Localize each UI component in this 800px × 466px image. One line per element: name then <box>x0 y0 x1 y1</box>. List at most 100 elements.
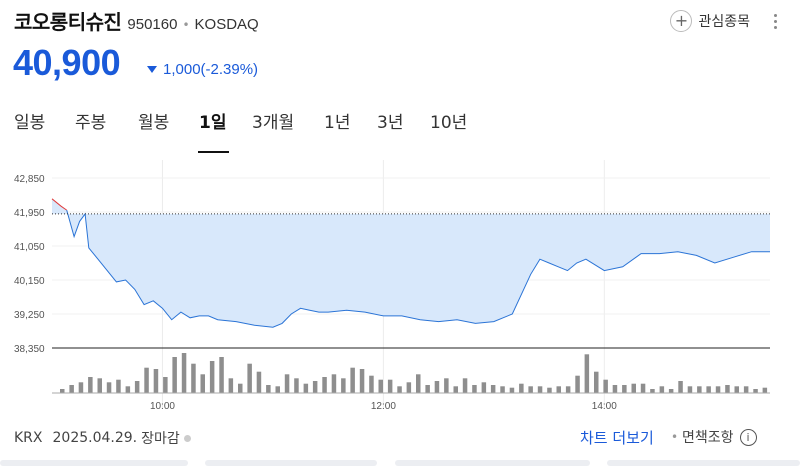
volume-bar <box>416 374 421 393</box>
info-icon: i <box>739 428 757 446</box>
volume-bar <box>734 386 739 393</box>
tab-daily-candle[interactable]: 일봉 <box>14 113 46 133</box>
volume-bar <box>659 386 665 393</box>
tab-3years[interactable]: 3년 <box>377 113 404 133</box>
volume-bar <box>387 379 393 393</box>
volume-bar <box>256 371 262 393</box>
volume-bar <box>668 389 674 393</box>
volume-bar <box>472 385 477 393</box>
favorite-button[interactable]: + 관심종목 <box>670 10 750 32</box>
tab-1day[interactable]: 1일 <box>199 113 227 133</box>
volume-bar <box>163 377 168 393</box>
volume-bar <box>144 367 149 393</box>
volume-bar <box>219 357 224 393</box>
change-value: 1,000(-2.39%) <box>163 61 259 78</box>
volume-bar <box>303 383 309 393</box>
y-tick-label: 38,350 <box>14 344 45 355</box>
volume-bar <box>537 386 543 393</box>
volume-bar <box>434 381 440 393</box>
tab-weekly-candle[interactable]: 주봉 <box>75 113 107 133</box>
x-tick-label: 12:00 <box>371 401 396 412</box>
volume-bar <box>153 369 159 393</box>
volume-bar <box>603 379 608 393</box>
volume-bar <box>369 375 374 393</box>
y-tick-label: 42,850 <box>14 174 45 185</box>
volume-bar <box>556 386 561 393</box>
market-name: KOSDAQ <box>194 16 259 33</box>
volume-bar <box>462 378 468 393</box>
tab-1year[interactable]: 1년 <box>324 113 351 133</box>
y-tick-label: 41,950 <box>14 208 45 219</box>
volume-bar <box>687 386 693 393</box>
disclaimer-label: 면책조항 <box>682 430 734 446</box>
volume-bar <box>612 385 618 393</box>
stock-header: 코오롱티슈진 950160 • KOSDAQ <box>14 6 259 36</box>
date-label: 2025.04.29. <box>52 430 138 446</box>
volume-bar <box>622 385 627 393</box>
market-status: 장마감 <box>141 431 180 447</box>
volume-bar <box>350 367 355 393</box>
price-line-down <box>66 209 770 328</box>
volume-bar <box>715 386 721 393</box>
y-tick-label: 40,150 <box>14 276 45 287</box>
plus-icon: + <box>670 10 693 32</box>
volume-bar <box>753 389 758 393</box>
volume-bar <box>406 382 412 393</box>
volume-bar <box>359 369 365 393</box>
volume-bar <box>88 377 93 393</box>
volume-bar <box>172 357 177 393</box>
volume-bar <box>228 378 234 393</box>
volume-bar <box>341 378 346 393</box>
volume-bar <box>200 374 205 393</box>
volume-bar <box>106 382 112 393</box>
y-tick-label: 39,250 <box>14 310 45 321</box>
volume-bar <box>60 389 65 393</box>
volume-bar <box>238 383 243 393</box>
bottom-card-edge <box>395 460 590 466</box>
chart-footer: KRX 2025.04.29. 장마감 <box>14 428 191 448</box>
current-price: 40,900 <box>13 42 121 83</box>
volume-bar <box>500 386 505 393</box>
stock-code: 950160 <box>127 16 178 33</box>
volume-bar <box>509 387 515 393</box>
x-tick-label: 10:00 <box>150 401 175 412</box>
volume-bar <box>247 363 252 393</box>
volume-bar <box>116 379 121 393</box>
volume-bar <box>181 353 187 393</box>
separator-dot: • <box>671 430 679 444</box>
volume-bar <box>697 386 702 393</box>
status-dot-icon <box>183 434 191 442</box>
volume-bar <box>397 386 402 393</box>
stock-name: 코오롱티슈진 <box>14 10 122 34</box>
volume-bar <box>134 381 140 393</box>
volume-bar <box>631 383 636 393</box>
volume-bar <box>312 381 318 393</box>
volume-bar <box>584 354 590 393</box>
volume-bar <box>209 361 215 393</box>
volume-bar <box>519 383 524 393</box>
volume-bar <box>294 378 299 393</box>
volume-bar <box>481 382 487 393</box>
volume-bar <box>453 386 458 393</box>
price-area-fill <box>52 198 770 328</box>
volume-bar <box>762 387 768 393</box>
disclaimer-link[interactable]: 면책조항 i <box>682 427 757 447</box>
favorite-label: 관심종목 <box>698 14 750 30</box>
intraday-chart[interactable]: 42,850 41,950 41,050 40,150 39,250 38,350 10:0… <box>0 160 800 415</box>
volume-bar <box>378 379 383 393</box>
exchange-label: KRX <box>14 430 43 446</box>
volume-bar <box>69 385 74 393</box>
tab-10years[interactable]: 10년 <box>430 113 468 133</box>
more-chart-link[interactable]: 차트 더보기 <box>580 429 654 447</box>
volume-bar <box>490 385 496 393</box>
bottom-card-edge <box>0 460 188 466</box>
tab-monthly-candle[interactable]: 월봉 <box>138 113 170 133</box>
more-options-icon[interactable] <box>772 14 778 29</box>
active-tab-indicator <box>198 151 229 153</box>
tab-3months[interactable]: 3개월 <box>252 113 295 133</box>
volume-bar <box>266 385 271 393</box>
volume-bar <box>284 374 290 393</box>
volume-bar <box>425 385 430 393</box>
bottom-card-edge <box>607 460 800 466</box>
volume-bar <box>725 385 730 393</box>
